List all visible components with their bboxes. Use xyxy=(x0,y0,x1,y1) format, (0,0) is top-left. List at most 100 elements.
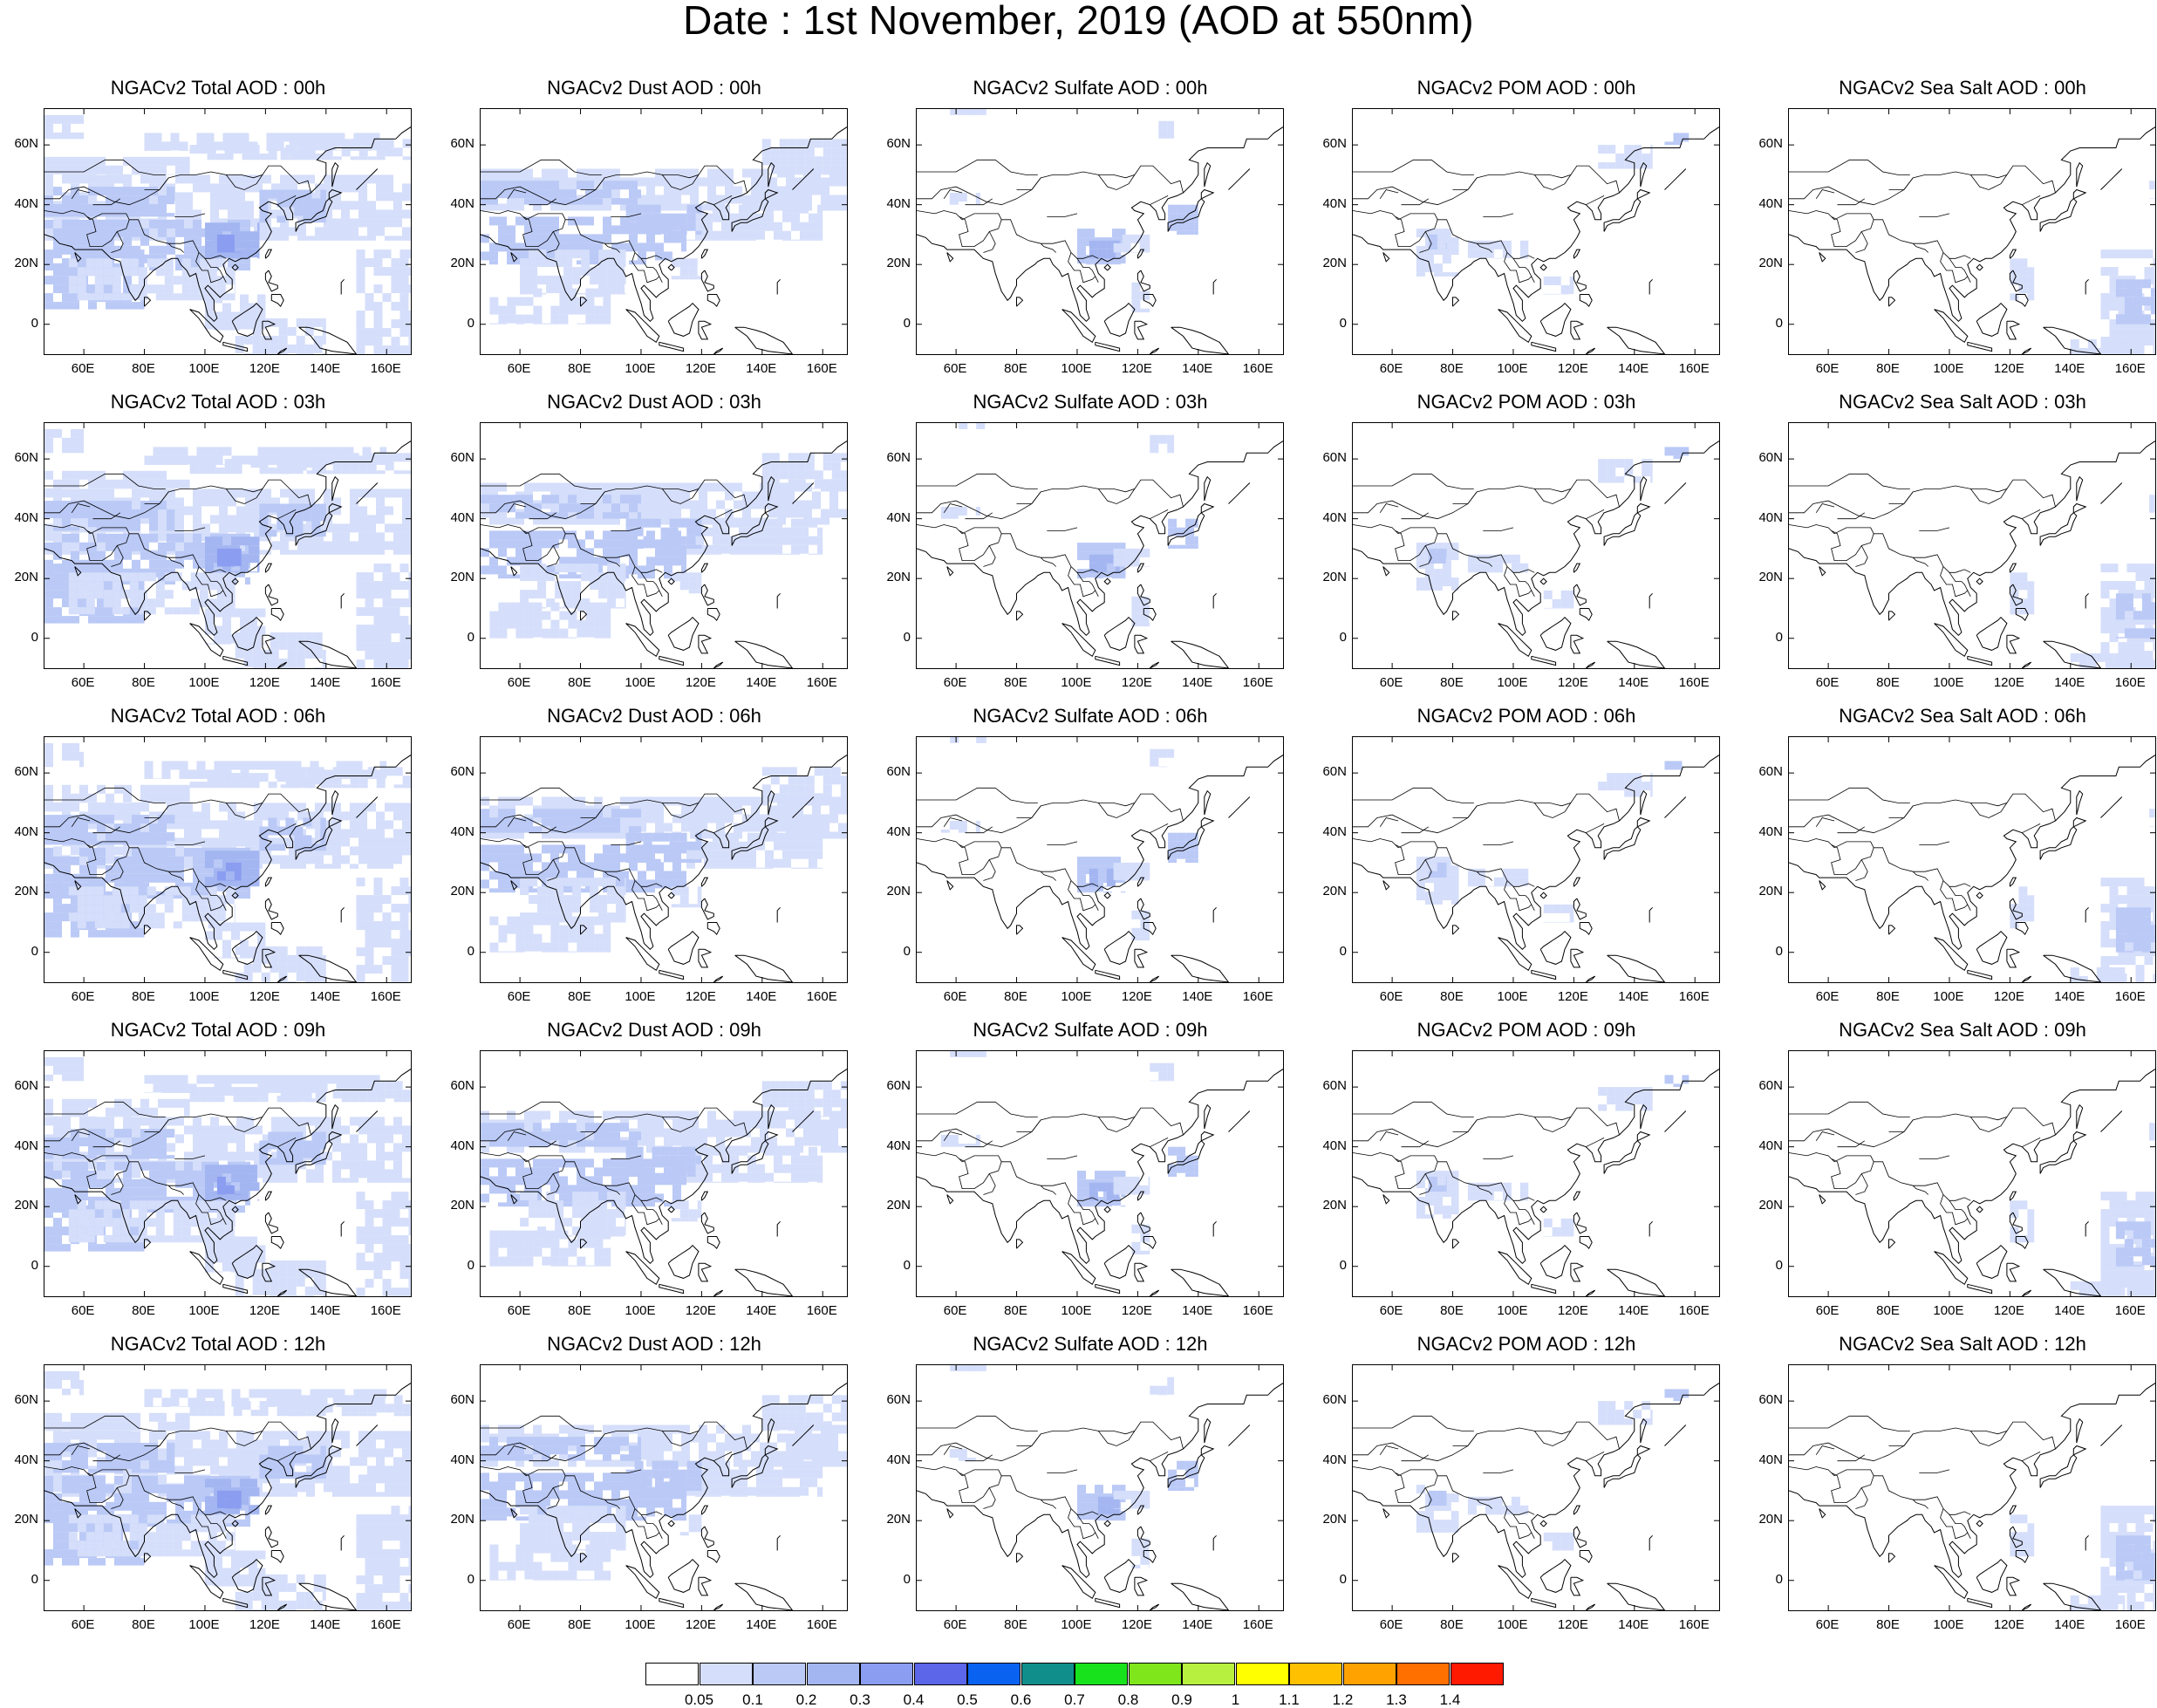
aod-shading-cell xyxy=(681,243,686,251)
aod-shading-cell xyxy=(140,174,149,175)
aod-shading-cell xyxy=(44,841,53,844)
aod-shading-cell xyxy=(175,874,184,883)
latitude-label: 20N xyxy=(440,570,474,584)
aod-shading-cell xyxy=(1468,564,1477,572)
aod-shading-cell xyxy=(780,156,788,165)
map-svg xyxy=(917,109,1283,354)
aod-shading-cell xyxy=(498,539,507,548)
aod-shading-cell xyxy=(97,204,106,213)
country-border xyxy=(1919,528,1949,531)
aod-shading-cell xyxy=(520,590,529,598)
aod-shading-cell xyxy=(222,222,231,231)
aod-shading-cell xyxy=(319,133,328,141)
country-border xyxy=(1789,474,1910,488)
aod-shading-cell xyxy=(568,306,577,315)
aod-shading-cell xyxy=(267,464,276,465)
country-border xyxy=(1838,199,1865,205)
aod-shading-cell xyxy=(664,509,672,518)
aod-shading-cell xyxy=(533,483,542,492)
longitude-label: 160E xyxy=(1672,362,1716,376)
aod-shading-cell xyxy=(402,227,411,236)
aod-shading-cell xyxy=(1650,468,1653,476)
aod-shading-cell xyxy=(797,470,806,479)
aod-shading-cell xyxy=(193,523,201,532)
aod-shading-cell xyxy=(267,133,276,141)
aod-shading-cell xyxy=(350,864,358,868)
aod-shading-cell xyxy=(231,257,240,258)
aod-shading-cell xyxy=(140,930,145,938)
aod-shading-cell xyxy=(62,267,71,276)
aod-shading-cell xyxy=(167,527,174,530)
aod-shading-cell xyxy=(380,141,387,150)
aod-shading-cell xyxy=(611,483,620,492)
aod-shading-cell xyxy=(402,550,411,554)
aod-shading-cell xyxy=(154,141,162,150)
aod-shading-cell xyxy=(341,209,350,218)
aod-shading-cell xyxy=(1598,162,1607,168)
aod-shading-cell xyxy=(652,222,661,231)
aod-shading-cell xyxy=(713,545,721,554)
aod-shading-cell xyxy=(489,565,498,574)
aod-shading-cell xyxy=(1095,543,1103,551)
aod-shading-cell xyxy=(210,192,219,201)
aod-shading-cell xyxy=(529,276,537,284)
longitude-label: 60E xyxy=(61,362,105,376)
aod-shading-cell xyxy=(374,651,383,659)
aod-shading-cell xyxy=(78,886,86,895)
aod-shading-cell xyxy=(2127,651,2136,659)
aod-shading-cell xyxy=(1194,205,1198,214)
aod-shading-cell xyxy=(1451,577,1459,586)
aod-shading-cell xyxy=(44,133,53,139)
aod-shading-cell xyxy=(515,512,524,518)
aod-shading-cell xyxy=(97,229,106,237)
aod-shading-cell xyxy=(139,895,147,904)
aod-shading-cell xyxy=(280,488,289,497)
aod-shading-cell xyxy=(542,483,550,492)
aod-shading-cell xyxy=(765,214,774,222)
coastline xyxy=(713,348,722,354)
aod-shading-cell xyxy=(832,156,841,165)
aod-shading-cell xyxy=(542,216,550,225)
aod-shading-cell xyxy=(140,501,149,509)
coastline xyxy=(1586,348,1594,354)
aod-shading-cell xyxy=(629,503,638,512)
aod-shading-cell xyxy=(2154,267,2156,276)
aod-shading-cell xyxy=(62,509,71,518)
aod-shading-cell xyxy=(323,336,326,345)
aod-shading-cell xyxy=(288,667,297,668)
aod-shading-cell xyxy=(132,518,140,527)
aod-shading-cell xyxy=(1098,241,1107,249)
aod-shading-cell xyxy=(262,650,270,659)
aod-shading-cell xyxy=(2116,611,2125,619)
aod-shading-cell xyxy=(367,523,376,532)
aod-shading-cell xyxy=(184,192,193,201)
aod-shading-cell xyxy=(158,857,167,865)
aod-shading-cell xyxy=(280,236,289,240)
aod-shading-cell xyxy=(603,297,611,306)
aod-shading-cell xyxy=(121,921,130,928)
aod-shading-cell xyxy=(832,461,841,470)
aod-shading-cell xyxy=(114,229,123,237)
aod-shading-cell xyxy=(279,955,288,964)
aod-shading-cell xyxy=(690,195,699,204)
aod-shading-cell xyxy=(392,258,400,267)
aod-shading-cell xyxy=(707,178,716,187)
aod-shading-cell xyxy=(284,150,293,151)
map-svg xyxy=(44,109,411,354)
aod-shading-cell xyxy=(771,147,780,156)
aod-shading-cell xyxy=(716,178,725,187)
aod-shading-cell xyxy=(1194,231,1198,235)
aod-shading-cell xyxy=(279,336,288,345)
aod-shading-cell xyxy=(191,895,200,904)
aod-shading-cell xyxy=(1140,235,1149,243)
aod-shading-cell xyxy=(1131,283,1140,291)
aod-shading-cell xyxy=(297,550,306,554)
aod-shading-cell xyxy=(832,139,841,147)
aod-shading-cell xyxy=(797,479,806,488)
aod-shading-cell xyxy=(86,895,95,904)
aod-shading-cell xyxy=(747,545,756,554)
aod-shading-cell xyxy=(228,820,236,829)
panel-title: NGACv2 Total AOD : 00h xyxy=(26,77,410,99)
aod-shading-cell xyxy=(533,539,542,548)
country-border xyxy=(1402,513,1429,519)
